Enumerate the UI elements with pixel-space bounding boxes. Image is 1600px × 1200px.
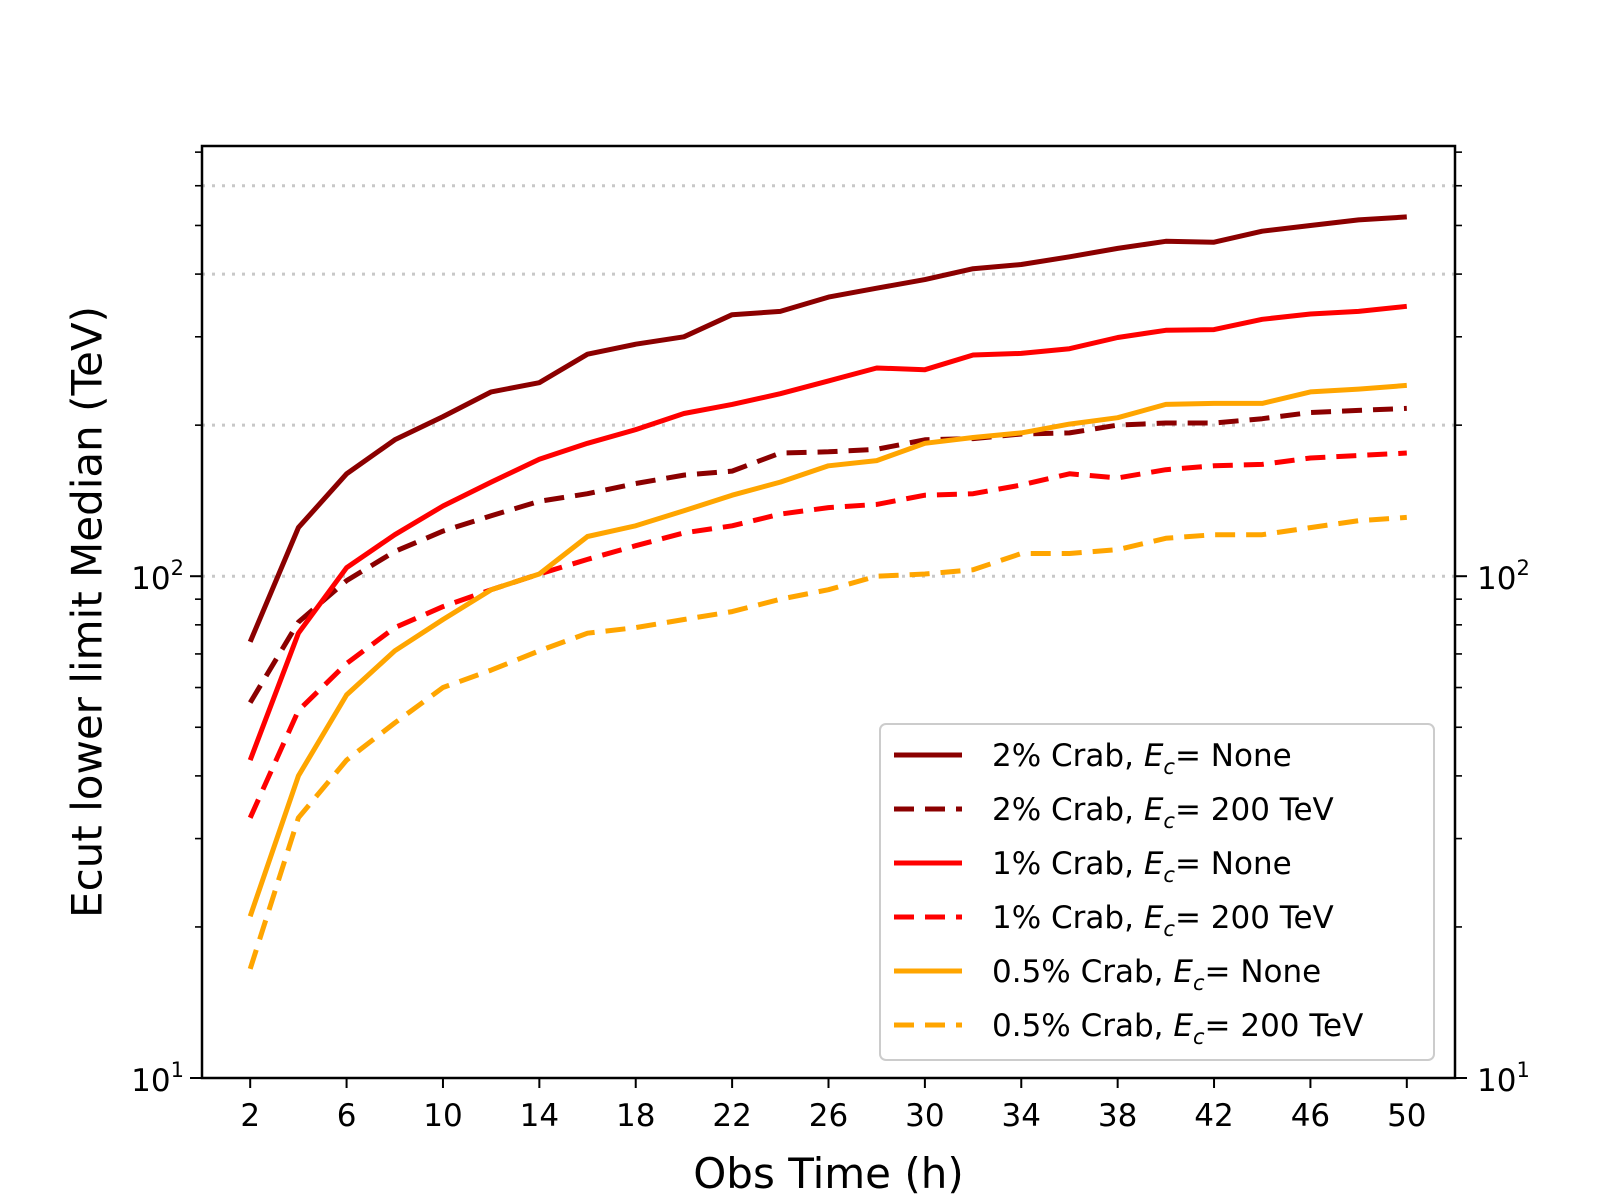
y-axis-title: Ecut lower limit Median (TeV) — [63, 306, 112, 918]
y-tick-label-right-0: 101 — [1477, 1058, 1530, 1099]
series-line-1 — [248, 405, 1407, 704]
x-tick-label-10: 42 — [1194, 1098, 1233, 1134]
x-tick-label-12: 50 — [1387, 1098, 1426, 1134]
legend-label-0: 2% Crab, Ec= None — [992, 738, 1292, 779]
x-tick-label-4: 18 — [616, 1098, 655, 1134]
x-tick-label-2: 10 — [423, 1098, 462, 1134]
legend-label-3: 1% Crab, Ec= 200 TeV — [992, 900, 1334, 941]
series-line-2 — [247, 303, 1408, 761]
y-tick-label-right-1: 102 — [1477, 556, 1530, 597]
x-axis-title: Obs Time (h) — [693, 1149, 963, 1198]
x-tick-label-11: 46 — [1291, 1098, 1330, 1134]
y-tick-label-left-1: 102 — [131, 556, 184, 597]
series-line-0 — [247, 214, 1407, 643]
x-tick-label-3: 14 — [520, 1098, 559, 1134]
legend-label-1: 2% Crab, Ec= 200 TeV — [992, 792, 1334, 833]
x-tick-label-0: 2 — [240, 1098, 260, 1134]
legend-box — [879, 723, 1435, 1061]
y-tick-label-left-0: 101 — [131, 1058, 184, 1099]
legend-label-5: 0.5% Crab, Ec= 200 TeV — [992, 1008, 1363, 1049]
series-layer — [247, 214, 1408, 970]
legend-label-2: 1% Crab, Ec= None — [992, 846, 1292, 887]
series-line-4 — [247, 382, 1407, 918]
series-line-5 — [247, 514, 1407, 970]
x-tick-label-8: 34 — [1002, 1098, 1041, 1134]
x-tick-label-9: 38 — [1098, 1098, 1137, 1134]
x-tick-label-7: 30 — [905, 1098, 944, 1134]
legend-label-4: 0.5% Crab, Ec= None — [992, 954, 1321, 995]
x-tick-label-1: 6 — [337, 1098, 357, 1134]
legend: 2% Crab, Ec= None 2% Crab, Ec= 200 TeV 1% … — [879, 723, 1435, 1061]
x-tick-label-5: 22 — [712, 1098, 751, 1134]
series-line-3 — [247, 450, 1407, 819]
x-tick-label-6: 26 — [809, 1098, 848, 1134]
